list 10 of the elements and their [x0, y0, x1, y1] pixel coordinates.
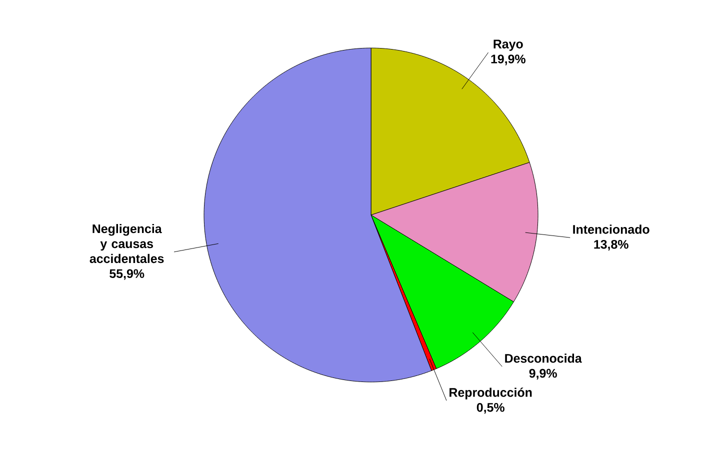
data-label: 19,9%: [491, 54, 526, 66]
slice-label: Negligencia y causas accidentales: [90, 224, 164, 264]
data-label: 9,9%: [529, 368, 557, 380]
slice-label: Desconocida: [505, 354, 582, 363]
slice-label: Reproducción: [450, 388, 532, 400]
data-label: 55,9%: [110, 269, 144, 280]
slice-label: Rayo: [494, 40, 523, 51]
data-label: 13,8%: [594, 240, 628, 251]
slice-label: Intencionado: [573, 224, 650, 234]
data-label: 0,5%: [476, 403, 504, 414]
